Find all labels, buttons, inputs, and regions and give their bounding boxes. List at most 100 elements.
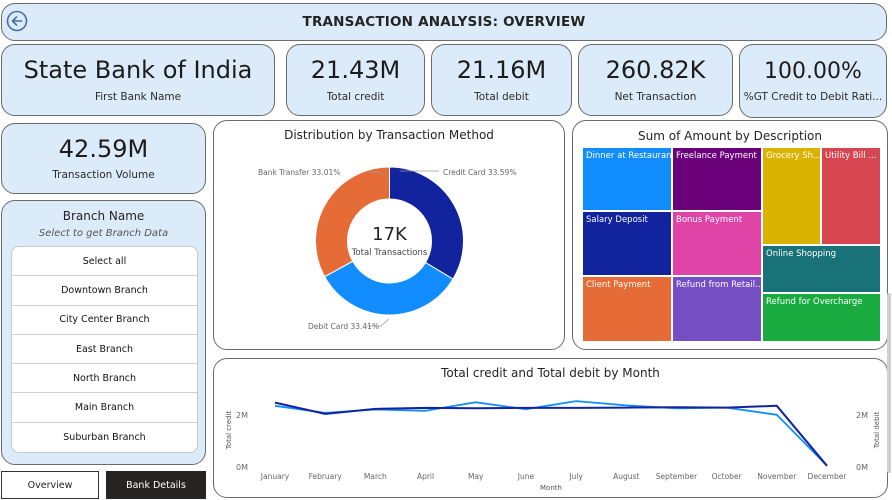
treemap-cell-freelance-payment[interactable]: Freelance Payment — [672, 147, 762, 211]
slicer-subtitle: Select to get Branch Data — [38, 228, 169, 239]
treemap: Dinner at Restaurant Salary Deposit Clie… — [582, 147, 881, 342]
y-tick-left-0m: 0M — [236, 463, 248, 472]
slicer-list: Select all Downtown Branch City Center B… — [11, 246, 198, 453]
kpi-bank-name-card: State Bank of India First Bank Name — [1, 44, 275, 116]
point-total-debit-march[interactable] — [374, 408, 376, 410]
kpi-transaction-volume-card: 42.59M Transaction Volume — [1, 123, 206, 194]
treemap-cell-online-shopping[interactable]: Online Shopping — [762, 245, 881, 293]
point-total-debit-october[interactable] — [726, 407, 728, 409]
line-chart-card: Total credit and Total debit by Month To… — [213, 358, 888, 498]
point-total-debit-july[interactable] — [575, 407, 577, 409]
point-total-credit-august[interactable] — [625, 405, 627, 407]
point-total-debit-june[interactable] — [525, 407, 527, 409]
treemap-card: Sum of Amount by Description Dinner at R… — [572, 120, 888, 350]
x-tick-august: August — [613, 472, 639, 481]
kpi-total-credit-label: Total credit — [326, 90, 385, 103]
point-total-credit-april[interactable] — [425, 410, 427, 412]
overview-button[interactable]: Overview — [1, 471, 99, 499]
donut-center-label: Total Transactions — [351, 248, 428, 258]
kpi-total-debit-card: 21.16M Total debit — [431, 44, 572, 116]
y-tick-left-2m: 2M — [236, 411, 248, 420]
kpi-credit-debit-ratio-value: 100.00% — [764, 59, 862, 85]
slicer-title: Branch Name — [62, 209, 145, 223]
kpi-net-transaction-label: Net Transaction — [614, 90, 697, 103]
y-axis-left-title: Total credit — [225, 410, 233, 450]
bank-details-button[interactable]: Bank Details — [106, 471, 206, 499]
point-total-debit-december[interactable] — [826, 465, 828, 467]
line-chart-title: Total credit and Total debit by Month — [441, 366, 660, 380]
slicer-item-east-branch[interactable]: East Branch — [12, 335, 197, 365]
x-tick-march: March — [364, 472, 387, 481]
kpi-total-credit-value: 21.43M — [310, 56, 401, 85]
point-total-credit-november[interactable] — [776, 414, 778, 416]
kpi-transaction-volume-label: Transaction Volume — [52, 169, 155, 182]
kpi-total-debit-value: 21.16M — [456, 56, 547, 85]
slicer-item-downtown-branch[interactable]: Downtown Branch — [12, 276, 197, 306]
treemap-title: Sum of Amount by Description — [638, 129, 822, 143]
treemap-cell-grocery-shopping[interactable]: Grocery Sh... — [762, 147, 821, 245]
point-total-debit-january[interactable] — [274, 402, 276, 404]
donut-slice-debit-card[interactable] — [323, 260, 454, 316]
treemap-cell-refund-for-overcharge[interactable]: Refund for Overcharge — [762, 293, 881, 342]
point-total-debit-august[interactable] — [625, 407, 627, 409]
point-total-credit-january[interactable] — [274, 405, 276, 407]
x-tick-july: July — [568, 472, 583, 481]
donut-chart: Credit Card 33.59% Debit Card 33.41% Ban… — [258, 166, 516, 331]
x-axis-title: Month — [540, 484, 562, 492]
page-title: TRANSACTION ANALYSIS: OVERVIEW — [302, 14, 586, 30]
slicer-item-select-all[interactable]: Select all — [12, 247, 197, 277]
line-chart: Total credit Total debit 2M 0M 2M 0M Jan… — [225, 400, 881, 492]
point-total-debit-september[interactable] — [676, 406, 678, 408]
point-total-debit-may[interactable] — [475, 407, 477, 409]
debit-card-leader-line — [367, 318, 390, 327]
kpi-bank-name-value: State Bank of India — [23, 56, 253, 85]
x-tick-november: November — [757, 472, 797, 481]
treemap-cell-refund-from-retail[interactable]: Refund from Retail... — [672, 276, 762, 342]
treemap-cell-bonus-payment[interactable]: Bonus Payment — [672, 211, 762, 276]
x-tick-april: April — [417, 472, 434, 481]
title-bar: TRANSACTION ANALYSIS: OVERVIEW — [1, 3, 887, 41]
donut-slice-bank-transfer[interactable] — [315, 166, 390, 278]
point-total-debit-february[interactable] — [324, 413, 326, 415]
donut-center-value: 17K — [372, 224, 408, 245]
x-tick-october: October — [712, 472, 743, 481]
donut-slice-credit-card[interactable] — [389, 166, 464, 280]
x-tick-may: May — [468, 472, 484, 481]
x-tick-january: January — [260, 472, 290, 481]
x-tick-december: December — [808, 472, 848, 481]
kpi-net-transaction-card: 260.82K Net Transaction — [578, 44, 733, 116]
kpi-bank-name-label: First Bank Name — [94, 90, 182, 103]
point-total-credit-may[interactable] — [475, 401, 477, 403]
kpi-credit-debit-ratio-card: 100.00% %GT Credit to Debit Rati... — [739, 44, 887, 118]
kpi-transaction-volume-value: 42.59M — [58, 134, 149, 163]
y-axis-right-title: Total debit — [873, 412, 881, 450]
y-tick-right-2m: 2M — [856, 411, 868, 420]
donut-chart-title: Distribution by Transaction Method — [284, 128, 494, 142]
x-tick-june: June — [517, 472, 535, 481]
line-series-total-debit[interactable] — [274, 401, 828, 467]
right-scrollbar[interactable] — [887, 293, 891, 473]
x-tick-february: February — [309, 472, 343, 481]
point-total-debit-november[interactable] — [776, 405, 778, 407]
bank-transfer-label: Bank Transfer 33.01% — [258, 168, 340, 177]
treemap-cell-dinner-at-restaurant[interactable]: Dinner at Restaurant — [582, 147, 672, 211]
y-tick-right-0m: 0M — [856, 463, 868, 472]
x-tick-september: September — [656, 472, 698, 481]
treemap-cell-utility-bill[interactable]: Utility Bill ... — [821, 147, 881, 245]
debit-card-label: Debit Card 33.41% — [308, 322, 379, 331]
donut-chart-card: Distribution by Transaction Method Credi… — [213, 120, 565, 350]
kpi-credit-debit-ratio-label: %GT Credit to Debit Rati... — [743, 90, 883, 103]
kpi-total-debit-label: Total debit — [474, 90, 529, 103]
point-total-debit-april[interactable] — [425, 407, 427, 409]
kpi-net-transaction-value: 260.82K — [605, 56, 706, 85]
slicer-item-city-center-branch[interactable]: City Center Branch — [12, 306, 197, 335]
back-arrow-icon[interactable] — [6, 10, 28, 32]
slicer-item-main-branch[interactable]: Main Branch — [12, 393, 197, 423]
slicer-item-suburban-branch[interactable]: Suburban Branch — [63, 431, 146, 443]
treemap-cell-client-payment[interactable]: Client Payment — [582, 276, 672, 342]
branch-slicer: Branch Name Select to get Branch Data Se… — [1, 200, 206, 465]
treemap-cell-salary-deposit[interactable]: Salary Deposit — [582, 211, 672, 276]
bank-transfer-leader-line — [369, 171, 386, 178]
point-total-credit-july[interactable] — [575, 400, 577, 402]
slicer-item-north-branch[interactable]: North Branch — [12, 364, 197, 394]
